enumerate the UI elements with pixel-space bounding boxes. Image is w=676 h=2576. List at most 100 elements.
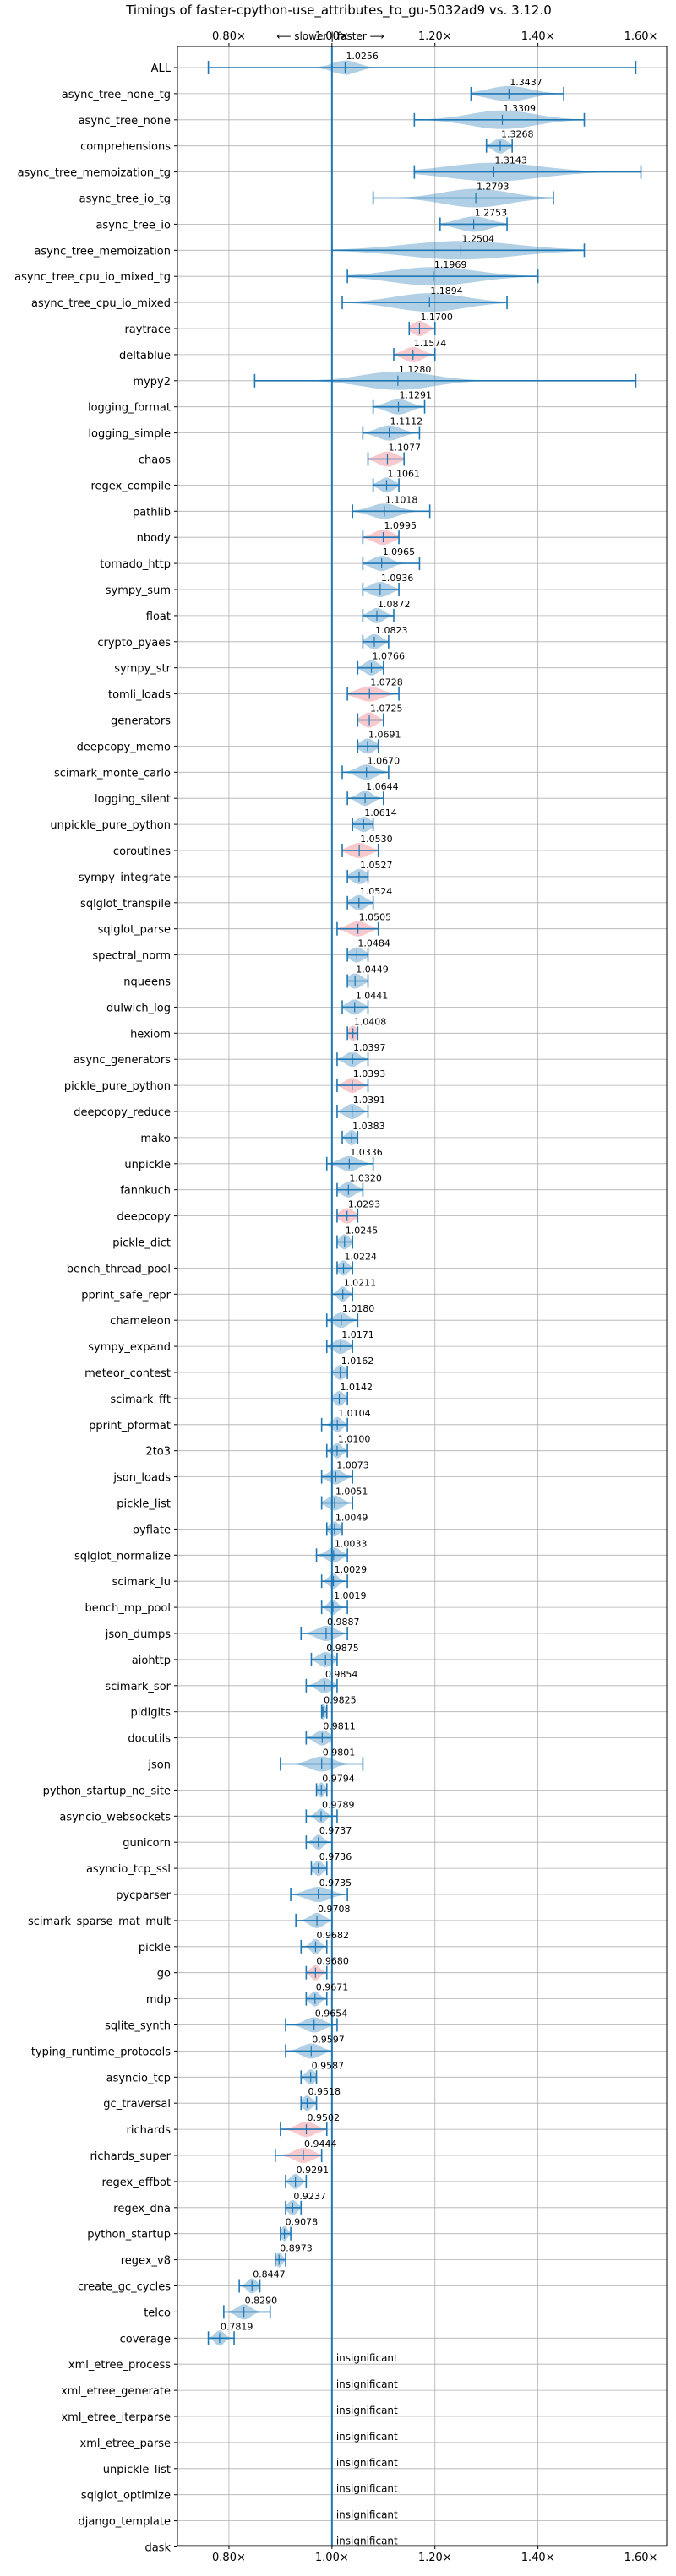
category-label: xml_etree_iterparse <box>61 2411 171 2424</box>
value-label: 1.0245 <box>346 1226 379 1236</box>
category-label: sympy_integrate <box>79 872 171 884</box>
category-label: json <box>147 1759 171 1772</box>
category-label: fannkuch <box>120 1185 171 1198</box>
category-label: sqlglot_parse <box>98 924 171 937</box>
plot-frame <box>177 46 668 2546</box>
category-label: async_tree_cpu_io_mixed_tg <box>14 271 171 284</box>
category-label: spectral_norm <box>92 950 171 963</box>
direction-annotation: ⟵ slower | faster ⟶ <box>276 30 384 42</box>
x-tick-label-bottom: 1.60× <box>624 2552 658 2564</box>
category-label: mypy2 <box>133 376 171 389</box>
category-label: pickle <box>139 1942 171 1954</box>
value-label: 1.3437 <box>510 77 542 88</box>
category-label: raytrace <box>124 323 171 336</box>
x-tick-label-top: 1.00× <box>315 30 349 43</box>
category-label: async_tree_none_tg <box>62 89 171 101</box>
category-label: scimark_sparse_mat_mult <box>28 1916 171 1928</box>
category-label: scimark_lu <box>112 1576 171 1589</box>
category-label: docutils <box>128 1733 171 1746</box>
category-label: telco <box>144 2307 171 2319</box>
category-label: go <box>157 1968 171 1981</box>
value-label: 1.0393 <box>353 1068 386 1079</box>
value-label: 1.1969 <box>434 259 467 270</box>
value-label: 1.0211 <box>344 1277 377 1288</box>
value-label: 0.9736 <box>319 1851 352 1862</box>
value-label: 0.9587 <box>312 2060 345 2071</box>
category-label: pickle_pure_python <box>64 1080 171 1093</box>
value-label: 1.0872 <box>378 599 411 610</box>
value-label: 1.3143 <box>494 155 527 166</box>
value-label: 1.0033 <box>335 1538 368 1549</box>
value-label: 1.1574 <box>414 338 447 349</box>
axis-ticks: 0.80× 0.80× 1.00× 1.00× 1.20× 1.20× 1.40× 1.40×… <box>174 30 657 2564</box>
category-label: ALL <box>151 62 172 75</box>
category-label: regex_v8 <box>121 2255 171 2268</box>
value-label: 0.9811 <box>323 1721 356 1732</box>
category-label: hexiom <box>130 1028 171 1041</box>
category-label: async_tree_none <box>79 115 171 128</box>
value-label: 1.0104 <box>338 1408 371 1419</box>
category-label: mako <box>140 1133 171 1145</box>
value-label: 1.0670 <box>368 755 401 766</box>
value-label: 1.3268 <box>501 129 534 140</box>
category-label: python_startup <box>87 2229 171 2242</box>
value-label: 1.0524 <box>360 886 393 897</box>
value-label: 1.0505 <box>359 912 392 923</box>
value-label: 1.0441 <box>356 990 389 1001</box>
category-label: pyflate <box>133 1524 171 1536</box>
value-label: 0.9801 <box>323 1747 356 1758</box>
category-label: pprint_pformat <box>89 1420 171 1432</box>
value-label: 0.9671 <box>316 1982 349 1993</box>
value-label: 0.9444 <box>304 2139 337 2149</box>
category-label: aiohttp <box>132 1655 171 1667</box>
category-label: bench_thread_pool <box>67 1263 171 1275</box>
category-label: scimark_sor <box>105 1681 171 1693</box>
value-label: 1.2504 <box>461 233 494 244</box>
value-label: 0.9854 <box>325 1669 358 1680</box>
value-label: 0.9789 <box>322 1799 355 1810</box>
value-label: 1.0725 <box>370 704 403 715</box>
category-label: chaos <box>139 454 171 467</box>
value-label: 0.9875 <box>326 1643 359 1654</box>
value-label: 0.9237 <box>293 2191 326 2202</box>
value-label: 1.0224 <box>344 1251 377 1262</box>
category-label: crypto_pyaes <box>97 637 171 649</box>
value-label: 1.0766 <box>373 651 406 662</box>
x-tick-label-bottom: 0.80× <box>212 2552 246 2564</box>
value-label: 1.0484 <box>357 938 390 949</box>
value-label: 1.0391 <box>353 1095 386 1106</box>
category-label: dask <box>144 2542 171 2555</box>
category-label: deltablue <box>119 350 171 362</box>
x-tick-label-bottom: 1.20× <box>418 2552 452 2564</box>
insignificant-label: insignificant <box>336 2509 398 2521</box>
insignificant-label: insignificant <box>336 2483 398 2495</box>
value-label: 0.9708 <box>318 1904 351 1915</box>
x-tick-label-bottom: 1.00× <box>315 2552 349 2564</box>
category-label: xml_etree_generate <box>61 2385 171 2398</box>
category-label: regex_compile <box>90 480 171 492</box>
category-label: regex_effbot <box>101 2177 171 2189</box>
category-label: python_startup_no_site <box>43 1785 171 1797</box>
value-label: 1.0180 <box>342 1303 375 1314</box>
value-label: 1.0142 <box>340 1382 373 1393</box>
value-label: 1.0728 <box>370 677 403 688</box>
category-label: asyncio_tcp_ssl <box>86 1863 171 1876</box>
value-label: 0.9291 <box>297 2165 330 2176</box>
value-label: 1.0073 <box>336 1460 369 1471</box>
category-label: django_template <box>79 2516 171 2529</box>
category-label: coroutines <box>113 845 171 858</box>
value-label: 1.1280 <box>399 364 432 375</box>
category-label: scimark_fft <box>110 1394 171 1406</box>
value-label: 0.9502 <box>307 2112 340 2123</box>
value-label: 1.0691 <box>368 729 401 740</box>
x-tick-label-top: 0.80× <box>212 30 246 43</box>
category-label: sqlglot_optimize <box>81 2490 171 2503</box>
category-label: sympy_expand <box>88 1341 171 1354</box>
category-label: tornado_http <box>100 558 171 571</box>
category-label: unpickle <box>124 1159 171 1171</box>
category-label: deepcopy <box>117 1211 171 1224</box>
x-tick-label-top: 1.60× <box>624 30 658 43</box>
value-label: 1.0029 <box>335 1564 368 1575</box>
category-label: regex_dna <box>113 2203 171 2215</box>
